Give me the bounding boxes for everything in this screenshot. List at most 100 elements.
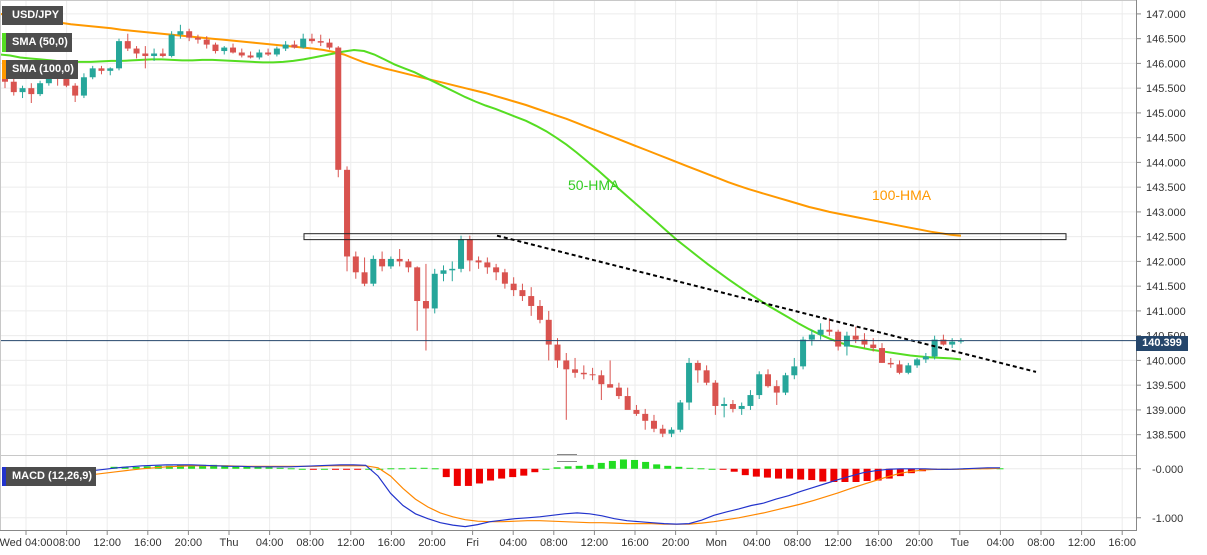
macd-histogram-bar — [708, 468, 716, 470]
candle-up — [221, 47, 228, 52]
candle-down — [142, 53, 149, 56]
macd-histogram-bar — [775, 468, 782, 479]
candle-down — [519, 290, 526, 297]
macd-histogram-bar — [675, 466, 683, 469]
macd-histogram-bar — [442, 468, 450, 478]
candle-up — [791, 366, 798, 376]
candle-down — [194, 37, 201, 40]
candle-down — [265, 52, 272, 55]
candle-up — [370, 258, 377, 284]
price-tick-label: 147.000 — [1146, 9, 1186, 21]
candle-down — [633, 409, 640, 414]
candle-down — [615, 387, 622, 397]
candles[interactable] — [2, 24, 964, 438]
macd-histogram-bar — [509, 468, 517, 478]
candle-up — [756, 374, 763, 396]
candle-down — [72, 85, 79, 96]
ma-lines — [0, 12, 961, 361]
candle-down — [308, 38, 315, 42]
macd-histogram-bar — [487, 468, 495, 481]
macd-histogram-bar — [309, 468, 317, 470]
candle-down — [344, 169, 351, 257]
macd-histogram-bar — [254, 466, 262, 469]
macd-histogram-bar — [686, 467, 694, 469]
candle-down — [887, 362, 894, 365]
macd-histogram-bar — [453, 468, 461, 486]
candle-up — [914, 359, 921, 366]
macd-histogram-bar — [719, 468, 727, 470]
macd-histogram-bar — [797, 468, 805, 480]
symbol-label[interactable]: USD/JPY — [2, 6, 64, 25]
annotations — [0, 233, 1136, 373]
time-tick-label: Wed 04:00 — [0, 537, 53, 549]
candle-down — [10, 81, 17, 93]
candle-up — [282, 44, 289, 49]
sma100-label[interactable]: SMA (100,0) — [2, 60, 78, 79]
price-tick-label: 145.000 — [1146, 108, 1186, 120]
macd-histogram-bar — [143, 466, 151, 469]
macd-histogram-bar — [188, 464, 196, 469]
candle-down — [493, 267, 500, 273]
time-tick-label: 08:00 — [1027, 537, 1055, 549]
current-price-badge: 140.399 — [1136, 336, 1188, 351]
macd-histogram-bar — [409, 467, 417, 469]
time-tick-label: Mon — [705, 537, 726, 549]
candle-down — [133, 48, 140, 54]
macd-line — [4, 464, 1000, 528]
candle-down — [703, 370, 710, 383]
candle-down — [63, 77, 70, 86]
sma50-label[interactable]: SMA (50,0) — [2, 33, 72, 52]
macd-histogram-bar — [176, 465, 184, 469]
macd-tick-label: -1.000 — [1152, 513, 1183, 525]
macd-histogram-bar — [121, 466, 129, 469]
macd-histogram-bar — [243, 466, 251, 469]
candle-down — [879, 348, 885, 363]
candle-down — [764, 374, 771, 387]
macd-histogram-bar — [420, 467, 428, 469]
macd-histogram-bar — [852, 468, 860, 482]
time-tick-label: 12:00 — [824, 537, 852, 549]
macd-histogram-bar — [276, 467, 284, 469]
candle-down — [212, 44, 219, 52]
candle-up — [905, 365, 912, 373]
candle-down — [159, 53, 166, 56]
candle-down — [940, 339, 947, 345]
price-tick-label: 143.000 — [1146, 207, 1186, 219]
time-tick-label: 08:00 — [540, 537, 568, 549]
candle-down — [598, 375, 605, 385]
candle-down — [861, 339, 868, 345]
candle-down — [422, 301, 429, 309]
macd-histogram-bar — [631, 459, 639, 469]
candle-up — [19, 88, 26, 93]
candle-down — [98, 68, 105, 71]
candle-up — [449, 268, 456, 271]
candle-down — [624, 396, 631, 410]
pane-resize-handle[interactable] — [557, 454, 577, 462]
candle-up — [431, 273, 438, 309]
macd-histogram-bar — [320, 468, 328, 470]
time-tick-label: 20:00 — [905, 537, 933, 549]
price-tick-label: 146.500 — [1146, 34, 1186, 46]
macd-label[interactable]: MACD (12,26,9) — [2, 467, 97, 486]
macd-histogram-bar — [653, 464, 661, 469]
candle-up — [45, 76, 52, 84]
price-tick-label: 144.500 — [1146, 133, 1186, 145]
candle-down — [230, 47, 237, 53]
macd-histogram-bar — [885, 468, 893, 479]
sma50-swatch — [2, 33, 6, 52]
macd-histogram-bar — [841, 468, 849, 482]
macd-signal-line — [4, 465, 1001, 525]
macd-histogram-bar — [132, 466, 140, 469]
macd-histogram-bar — [298, 468, 306, 470]
price-tick-label: 144.000 — [1146, 157, 1186, 169]
time-tick-label: 20:00 — [418, 537, 446, 549]
sma100-swatch — [2, 60, 6, 79]
hma100-line — [0, 12, 961, 237]
price-tick-label: 140.000 — [1146, 355, 1186, 367]
price-tick-label: 141.000 — [1146, 306, 1186, 318]
hma50-line — [0, 48, 961, 361]
time-tick-label: 20:00 — [662, 537, 690, 549]
macd-panel[interactable] — [4, 459, 1004, 528]
macd-histogram-bar — [165, 465, 173, 469]
